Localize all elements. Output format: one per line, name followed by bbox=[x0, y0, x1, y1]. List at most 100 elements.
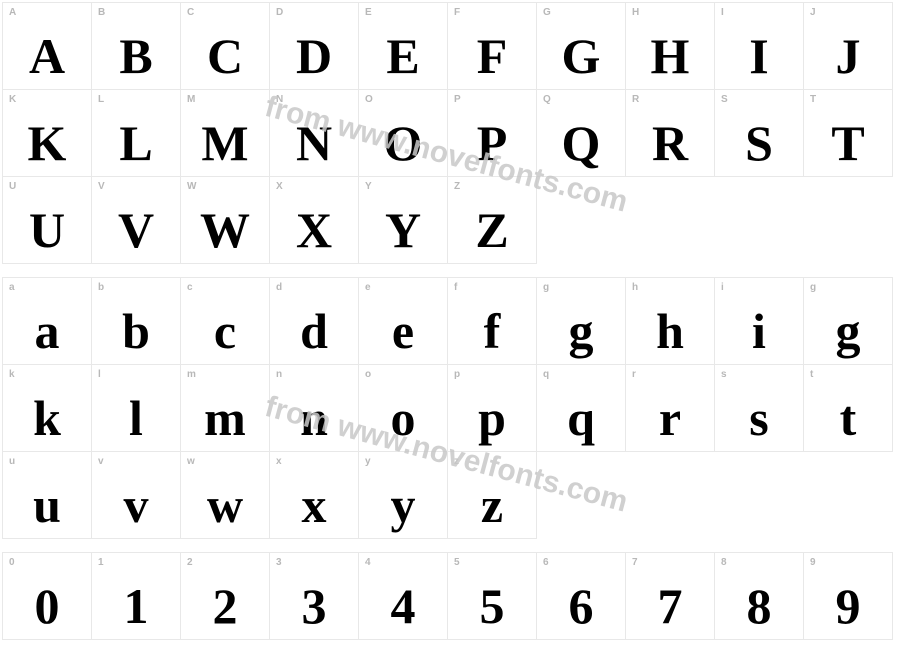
glyph-char: i bbox=[715, 306, 803, 356]
glyph-cell: ee bbox=[358, 277, 448, 365]
glyph-label: S bbox=[721, 94, 728, 105]
glyph-char: 9 bbox=[804, 581, 892, 631]
glyph-label: F bbox=[454, 7, 460, 18]
glyph-label: 3 bbox=[276, 557, 282, 568]
glyph-char: L bbox=[92, 118, 180, 168]
glyph-char: s bbox=[715, 393, 803, 443]
glyph-char: b bbox=[92, 306, 180, 356]
glyph-cell: VV bbox=[91, 176, 181, 264]
glyph-char: V bbox=[92, 205, 180, 255]
glyph-cell: hh bbox=[625, 277, 715, 365]
glyph-label: i bbox=[721, 282, 724, 293]
glyph-char: A bbox=[3, 31, 91, 81]
glyph-label: N bbox=[276, 94, 283, 105]
glyph-char: n bbox=[270, 393, 358, 443]
glyph-label: 2 bbox=[187, 557, 193, 568]
row: AABBCCDDEEFFGGHHIIJJ bbox=[2, 2, 909, 89]
glyph-cell: RR bbox=[625, 89, 715, 177]
glyph-label: t bbox=[810, 369, 813, 380]
glyph-char: e bbox=[359, 306, 447, 356]
glyph-char: O bbox=[359, 118, 447, 168]
glyph-char: 4 bbox=[359, 581, 447, 631]
glyph-cell: qq bbox=[536, 364, 626, 452]
glyph-char: P bbox=[448, 118, 536, 168]
glyph-label: T bbox=[810, 94, 816, 105]
glyph-cell: AA bbox=[2, 2, 92, 90]
glyph-label: m bbox=[187, 369, 196, 380]
glyph-label: R bbox=[632, 94, 639, 105]
glyph-cell: ii bbox=[714, 277, 804, 365]
glyph-cell: II bbox=[714, 2, 804, 90]
glyph-cell: SS bbox=[714, 89, 804, 177]
glyph-label: u bbox=[9, 456, 15, 467]
glyph-cell: XX bbox=[269, 176, 359, 264]
glyph-cell: ff bbox=[447, 277, 537, 365]
glyph-cell: 00 bbox=[2, 552, 92, 640]
glyph-cell: zz bbox=[447, 451, 537, 539]
glyph-cell: HH bbox=[625, 2, 715, 90]
glyph-char: g bbox=[537, 306, 625, 356]
glyph-char: k bbox=[3, 393, 91, 443]
glyph-char: U bbox=[3, 205, 91, 255]
glyph-label: L bbox=[98, 94, 104, 105]
glyph-char: 3 bbox=[270, 581, 358, 631]
glyph-cell: cc bbox=[180, 277, 270, 365]
glyph-char: y bbox=[359, 480, 447, 530]
glyph-char: C bbox=[181, 31, 269, 81]
glyph-label: a bbox=[9, 282, 15, 293]
glyph-cell: KK bbox=[2, 89, 92, 177]
glyph-label: 9 bbox=[810, 557, 816, 568]
glyph-char: o bbox=[359, 393, 447, 443]
glyph-label: r bbox=[632, 369, 636, 380]
glyph-label: O bbox=[365, 94, 373, 105]
glyph-char: x bbox=[270, 480, 358, 530]
glyph-char: B bbox=[92, 31, 180, 81]
glyph-label: e bbox=[365, 282, 371, 293]
glyph-cell: gg bbox=[536, 277, 626, 365]
glyph-label: o bbox=[365, 369, 371, 380]
glyph-label: x bbox=[276, 456, 282, 467]
glyph-cell: 44 bbox=[358, 552, 448, 640]
section-uppercase: AABBCCDDEEFFGGHHIIJJKKLLMMNNOOPPQQRRSSTT… bbox=[2, 2, 909, 263]
glyph-label: p bbox=[454, 369, 460, 380]
glyph-cell: 88 bbox=[714, 552, 804, 640]
glyph-char: l bbox=[92, 393, 180, 443]
glyph-char: v bbox=[92, 480, 180, 530]
glyph-label: c bbox=[187, 282, 193, 293]
glyph-cell: QQ bbox=[536, 89, 626, 177]
glyph-label: q bbox=[543, 369, 549, 380]
glyph-char: d bbox=[270, 306, 358, 356]
glyph-cell: oo bbox=[358, 364, 448, 452]
glyph-label: B bbox=[98, 7, 105, 18]
glyph-cell: TT bbox=[803, 89, 893, 177]
glyph-label: W bbox=[187, 181, 196, 192]
glyph-char: 8 bbox=[715, 581, 803, 631]
glyph-cell: FF bbox=[447, 2, 537, 90]
glyph-char: m bbox=[181, 393, 269, 443]
glyph-cell: gg bbox=[803, 277, 893, 365]
glyph-label: g bbox=[543, 282, 549, 293]
glyph-char: 5 bbox=[448, 581, 536, 631]
glyph-label: w bbox=[187, 456, 195, 467]
glyph-label: A bbox=[9, 7, 16, 18]
glyph-char: z bbox=[448, 480, 536, 530]
glyph-label: I bbox=[721, 7, 724, 18]
glyph-label: 0 bbox=[9, 557, 15, 568]
glyph-char: W bbox=[181, 205, 269, 255]
glyph-cell: 99 bbox=[803, 552, 893, 640]
glyph-label: b bbox=[98, 282, 104, 293]
glyph-label: z bbox=[454, 456, 459, 467]
row: KKLLMMNNOOPPQQRRSSTT bbox=[2, 89, 909, 176]
glyph-char: G bbox=[537, 31, 625, 81]
glyph-cell: GG bbox=[536, 2, 626, 90]
glyph-char: I bbox=[715, 31, 803, 81]
glyph-label: v bbox=[98, 456, 104, 467]
glyph-char: 6 bbox=[537, 581, 625, 631]
glyph-cell: ss bbox=[714, 364, 804, 452]
glyph-char: h bbox=[626, 306, 714, 356]
glyph-char: t bbox=[804, 393, 892, 443]
glyph-char: J bbox=[804, 31, 892, 81]
glyph-char: F bbox=[448, 31, 536, 81]
glyph-char: u bbox=[3, 480, 91, 530]
section-lowercase: aabbccddeeffgghhiiggkkllmmnnooppqqrrsstt… bbox=[2, 277, 909, 538]
